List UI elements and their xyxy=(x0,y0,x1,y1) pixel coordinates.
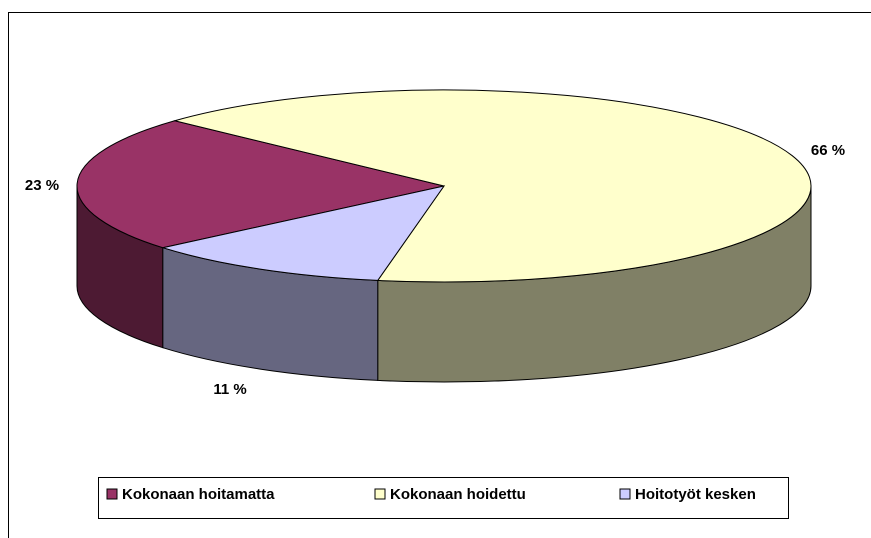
legend-label: Kokonaan hoidettu xyxy=(390,486,526,503)
data-label: 23 % xyxy=(25,177,59,194)
legend-box xyxy=(98,477,789,519)
pie-slice xyxy=(76,120,445,249)
chart-frame xyxy=(8,12,871,538)
legend-label: Kokonaan hoitamatta xyxy=(122,486,275,503)
data-label: 11 % xyxy=(213,381,246,398)
legend-swatch xyxy=(374,488,386,500)
legend-swatch xyxy=(619,488,631,500)
legend-swatch xyxy=(106,488,118,500)
legend-label: Hoitotyöt kesken xyxy=(635,486,756,503)
pie-slice xyxy=(172,89,812,283)
pie-slice xyxy=(160,185,446,281)
data-label: 66 % xyxy=(811,142,845,159)
